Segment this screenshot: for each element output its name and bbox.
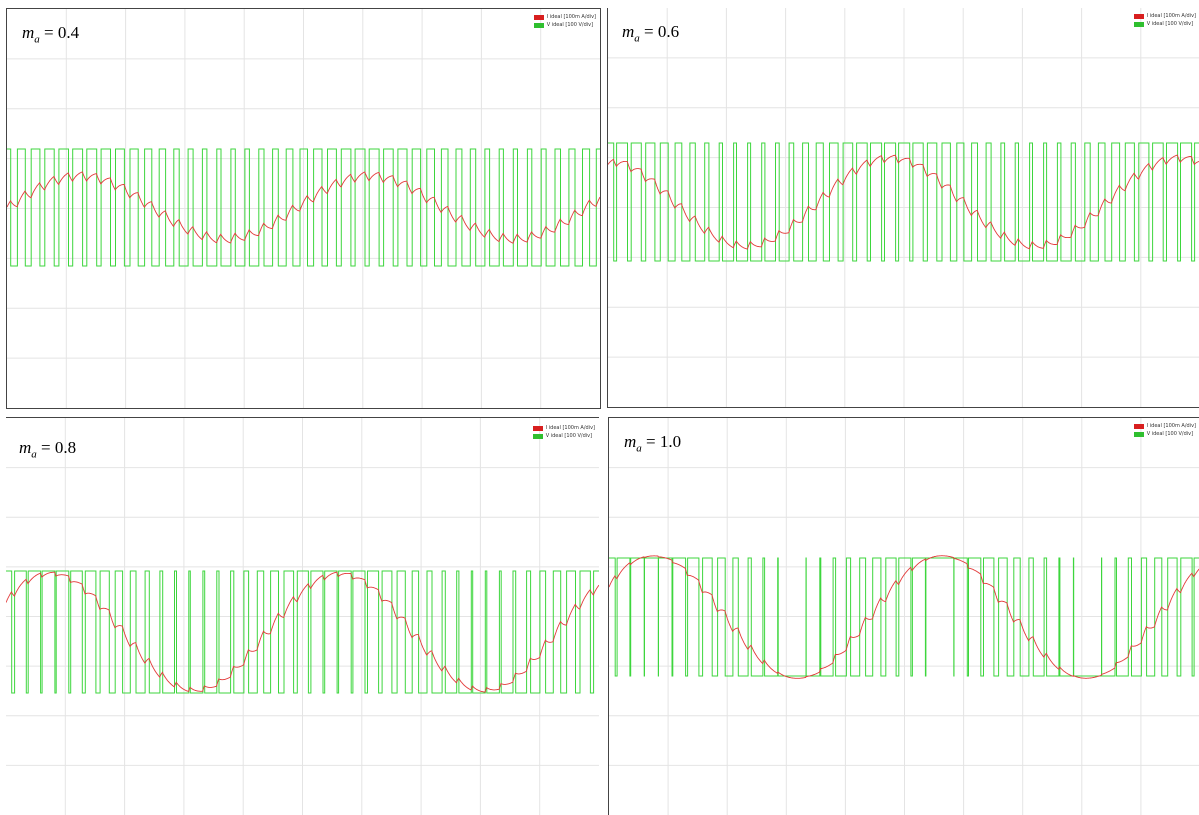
legend: I ideal [100m A/div] V ideal [100 V/div] [533,13,596,29]
legend: I ideal [100m A/div] V ideal [100 V/div] [1133,422,1196,438]
legend-item-current: I ideal [100m A/div] [1133,12,1196,20]
grid [609,418,1199,815]
legend-label: V ideal [100 V/div] [1146,21,1194,27]
legend-item-current: I ideal [100m A/div] [533,13,596,21]
legend-swatch-red [1133,13,1144,19]
legend-item-voltage: V ideal [100 V/div] [1133,20,1196,28]
ma-subscript: a [31,448,37,461]
chart-panel-ma-1-0: ma = 1.0 I ideal [100m A/div] V ideal [1… [608,417,1199,815]
legend-swatch-green [1133,21,1144,27]
legend-item-current: I ideal [100m A/div] [1133,422,1196,430]
legend: I ideal [100m A/div] V ideal [100 V/div] [532,424,595,440]
plot-area [608,8,1199,407]
legend-item-voltage: V ideal [100 V/div] [532,432,595,440]
ma-value: = 0.6 [644,22,680,41]
ma-label: ma = 0.8 [19,438,76,460]
ma-label: ma = 0.4 [22,23,79,45]
legend-swatch-red [532,425,543,431]
plot-area [6,418,599,815]
legend-swatch-green [532,433,543,439]
ma-subscript: a [636,442,642,455]
series-line-voltage [7,148,600,267]
legend-swatch-red [1133,423,1144,429]
ma-value: = 0.8 [41,438,77,457]
legend-item-voltage: V ideal [100 V/div] [1133,430,1196,438]
series-line-voltage [608,142,1199,262]
plot-area [7,9,600,408]
ma-symbol: m [624,432,637,451]
series-line-current [608,154,1199,250]
grid [608,8,1199,407]
legend-label: I ideal [100m A/div] [1146,13,1196,19]
legend-swatch-green [1133,431,1144,437]
legend-swatch-red [533,14,544,20]
chart-panel-ma-0-8: ma = 0.8 I ideal [100m A/div] V ideal [1… [6,417,599,815]
ma-symbol: m [622,22,635,41]
series-line-current [609,555,1199,679]
legend-label: V ideal [100 V/div] [546,22,594,28]
ma-label: ma = 0.6 [622,22,679,44]
ma-label: ma = 1.0 [624,432,681,454]
chart-panel-ma-0-4: ma = 0.4 I ideal [100m A/div] V ideal [1… [6,8,601,409]
legend-label: I ideal [100m A/div] [545,425,595,431]
ma-symbol: m [19,438,32,457]
legend-item-voltage: V ideal [100 V/div] [533,21,596,29]
series-line-current [6,571,599,693]
grid [7,9,600,408]
series-line-voltage [6,570,599,694]
ma-subscript: a [634,32,640,45]
legend-label: V ideal [100 V/div] [545,433,593,439]
grid [6,418,599,815]
series-line-current [7,171,600,244]
legend-label: V ideal [100 V/div] [1146,431,1194,437]
legend-label: I ideal [100m A/div] [1146,423,1196,429]
legend-label: I ideal [100m A/div] [546,14,596,20]
series-line-voltage [609,557,1199,677]
ma-subscript: a [34,33,40,46]
legend-swatch-green [533,22,544,28]
plot-area [609,418,1199,815]
ma-value: = 1.0 [646,432,682,451]
ma-symbol: m [22,23,35,42]
chart-panel-ma-0-6: ma = 0.6 I ideal [100m A/div] V ideal [1… [607,8,1199,408]
ma-value: = 0.4 [44,23,80,42]
legend-item-current: I ideal [100m A/div] [532,424,595,432]
legend: I ideal [100m A/div] V ideal [100 V/div] [1133,12,1196,28]
